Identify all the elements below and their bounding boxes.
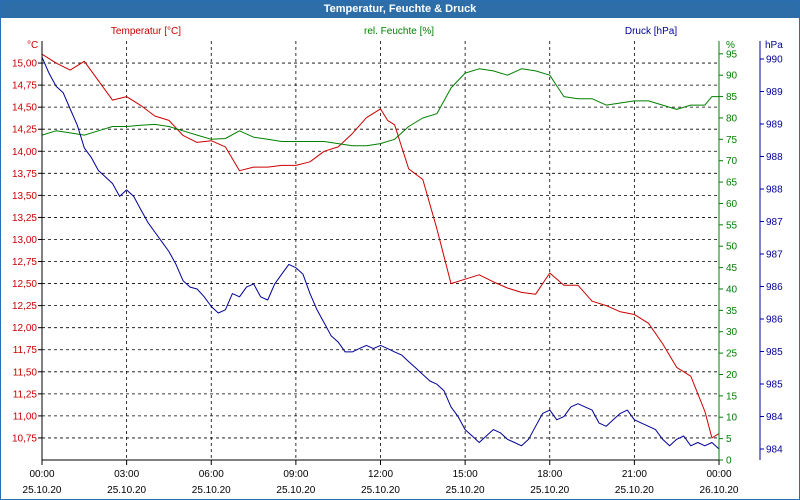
temperature-series-line <box>41 53 720 439</box>
pressure-tick-label: 989 <box>766 87 783 98</box>
time-tick-label: 21:00 <box>622 469 647 480</box>
temperature-tick-label: 12,75 <box>12 257 37 268</box>
date-tick-label: 25.10.20 <box>107 485 146 496</box>
temperature-tick-label: 12,25 <box>12 301 37 312</box>
temperature-tick-label: 14,50 <box>12 103 37 114</box>
window-title: Temperatur, Feuchte & Druck <box>1 1 799 18</box>
humidity-tick-label: 65 <box>726 178 738 189</box>
time-tick-label: 12:00 <box>368 469 393 480</box>
temperature-tick-label: 11,50 <box>13 367 38 378</box>
humidity-axis-label: rel. Feuchte [%] <box>364 26 434 37</box>
pressure-tick-label: 985 <box>766 380 783 391</box>
humidity-tick-label: 0 <box>726 456 732 467</box>
temperature-tick-label: 14,75 <box>12 81 37 92</box>
temperature-unit-label: °C <box>27 40 38 51</box>
pressure-unit-label: hPa <box>765 40 783 51</box>
humidity-tick-label: 90 <box>726 71 738 82</box>
temperature-tick-label: 13,25 <box>12 213 37 224</box>
time-tick-label: 15:00 <box>453 469 478 480</box>
humidity-tick-label: 85 <box>726 92 738 103</box>
humidity-unit-label: % <box>726 40 735 51</box>
pressure-series-line <box>41 56 720 450</box>
temperature-tick-label: 13,75 <box>12 169 37 180</box>
temperature-tick-label: 11,25 <box>13 389 38 400</box>
temperature-tick-label: 14,25 <box>12 125 37 136</box>
humidity-tick-label: 25 <box>726 349 738 360</box>
pressure-tick-label: 988 <box>766 185 783 196</box>
humidity-tick-label: 50 <box>726 242 738 253</box>
date-tick-label: 25.10.20 <box>530 485 569 496</box>
humidity-tick-label: 55 <box>726 220 738 231</box>
humidity-tick-label: 40 <box>726 284 738 295</box>
temperature-tick-label: 11,75 <box>13 345 38 356</box>
date-tick-label: 25.10.20 <box>23 485 62 496</box>
date-tick-label: 25.10.20 <box>361 485 400 496</box>
temperature-ticks: 15,00 14,75 14,50 14,25 14,00 13,75 13,50 13,25… <box>12 59 42 444</box>
time-tick-label: 09:00 <box>283 469 308 480</box>
humidity-tick-label: 5 <box>726 434 732 445</box>
humidity-tick-label: 80 <box>726 113 738 124</box>
pressure-tick-label: 989 <box>766 120 783 131</box>
pressure-tick-label: 987 <box>766 250 783 261</box>
pressure-axis-label: Druck [hPa] <box>625 26 677 37</box>
temperature-tick-label: 15,00 <box>12 59 37 70</box>
time-tick-label: 00:00 <box>706 469 731 480</box>
humidity-tick-label: 95 <box>726 49 738 60</box>
temperature-tick-label: 10,75 <box>12 433 37 444</box>
pressure-ticks: 990 989 989 988 988 987 987 986 986 985 985 984 984 <box>760 55 783 456</box>
temperature-axis-label: Temperatur [°C] <box>111 26 181 37</box>
humidity-tick-label: 20 <box>726 370 738 381</box>
grid-lines <box>42 41 719 460</box>
date-tick-label: 25.10.20 <box>615 485 654 496</box>
pressure-tick-label: 987 <box>766 217 783 228</box>
pressure-tick-label: 985 <box>766 347 783 358</box>
pressure-tick-label: 988 <box>766 152 783 163</box>
time-tick-label: 00:00 <box>29 469 54 480</box>
date-tick-label: 26.10.20 <box>700 485 739 496</box>
humidity-tick-label: 70 <box>726 156 738 167</box>
time-tick-label: 03:00 <box>114 469 139 480</box>
date-tick-label: 25.10.20 <box>276 485 315 496</box>
temperature-tick-label: 13,00 <box>12 235 37 246</box>
humidity-tick-label: 45 <box>726 263 738 274</box>
time-ticks: 00:00 25.10.20 03:00 25.10.20 06:00 25.10.20 0… <box>23 460 739 496</box>
humidity-tick-label: 35 <box>726 306 738 317</box>
chart-plot: °C Temperatur [°C] rel. Feuchte [%] Druc… <box>12 26 783 496</box>
temperature-tick-label: 13,50 <box>12 191 37 202</box>
humidity-tick-label: 60 <box>726 199 738 210</box>
time-tick-label: 06:00 <box>199 469 224 480</box>
temperature-tick-label: 12,50 <box>12 279 37 290</box>
pressure-tick-label: 984 <box>766 445 783 456</box>
pressure-tick-label: 986 <box>766 315 783 326</box>
pressure-tick-label: 984 <box>766 412 783 423</box>
humidity-tick-label: 15 <box>726 391 738 402</box>
pressure-tick-label: 986 <box>766 282 783 293</box>
humidity-tick-label: 10 <box>726 413 738 424</box>
humidity-series-line <box>41 68 719 147</box>
temperature-tick-label: 14,00 <box>12 147 37 158</box>
pressure-tick-label: 990 <box>766 55 783 66</box>
humidity-tick-label: 75 <box>726 135 738 146</box>
series-lines <box>41 53 720 450</box>
humidity-tick-label: 30 <box>726 327 738 338</box>
date-tick-label: 25.10.20 <box>192 485 231 496</box>
temperature-tick-label: 12,00 <box>12 323 37 334</box>
temperature-tick-label: 11,00 <box>13 411 38 422</box>
time-tick-label: 18:00 <box>537 469 562 480</box>
date-tick-label: 25.10.20 <box>446 485 485 496</box>
